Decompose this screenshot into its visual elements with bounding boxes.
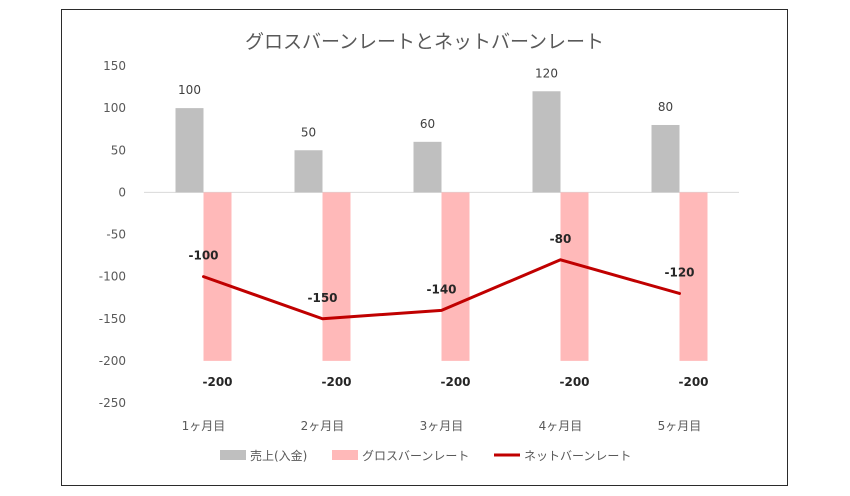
chart-title: グロスバーンレートとネットバーンレート — [244, 31, 605, 53]
bar-sales — [175, 108, 204, 193]
bar-gross-burn — [203, 192, 232, 361]
bar-data-label: -200 — [678, 375, 708, 389]
category-label: 2ヶ月目 — [301, 419, 345, 433]
bar-sales — [413, 141, 442, 193]
bar-data-label: -200 — [440, 375, 470, 389]
bar-data-label: 50 — [301, 125, 316, 139]
y-tick-label: -150 — [99, 312, 126, 326]
category-label: 1ヶ月目 — [182, 419, 226, 433]
y-tick-label: -250 — [99, 396, 126, 410]
bar-sales — [651, 124, 680, 193]
net-burn-line — [202, 258, 681, 321]
line-data-label: -140 — [426, 282, 456, 296]
bar-sales — [294, 150, 323, 193]
bar-gross-burn — [441, 192, 470, 361]
bar-gross-burn — [560, 192, 589, 361]
bar-data-label: -200 — [202, 375, 232, 389]
bar-data-label: 100 — [178, 83, 201, 97]
bar-data-label: -200 — [559, 375, 589, 389]
y-tick-label: 50 — [111, 143, 126, 157]
y-tick-label: -50 — [106, 228, 126, 242]
category-label: 5ヶ月目 — [658, 419, 702, 433]
line-data-label: -80 — [550, 232, 572, 246]
line-data-label: -150 — [307, 291, 337, 305]
line-data-label: -120 — [664, 265, 694, 279]
category-label: 3ヶ月目 — [420, 419, 464, 433]
bar-gross-burn — [679, 192, 708, 361]
legend-label: 売上(入金) — [250, 448, 307, 463]
chart-frame: グロスバーンレートとネットバーンレート 150 100 50 0 -50 -100 -150… — [61, 9, 788, 486]
category-label: 4ヶ月目 — [539, 419, 583, 433]
legend-swatch — [332, 450, 358, 460]
bar-data-label: -200 — [321, 375, 351, 389]
bar-data-label: 80 — [658, 100, 673, 114]
y-tick-label: -100 — [99, 270, 126, 284]
legend-label: グロスバーンレート — [362, 449, 469, 463]
legend-swatch — [220, 450, 246, 460]
chart-svg: 150 100 50 0 -50 -100 -150 -200 -250 100 -200 1ヶ月目 5… — [99, 59, 739, 463]
y-tick-label: 100 — [103, 101, 126, 115]
bar-sales — [532, 91, 561, 193]
line-data-label: -100 — [188, 249, 218, 263]
y-tick-label: 150 — [103, 59, 126, 73]
y-tick-label: -200 — [99, 354, 126, 368]
bar-gross-burn — [322, 192, 351, 361]
legend-label: ネットバーンレート — [524, 449, 631, 463]
bar-data-label: 120 — [535, 66, 558, 80]
bar-data-label: 60 — [420, 117, 435, 131]
y-tick-label: 0 — [118, 185, 126, 199]
